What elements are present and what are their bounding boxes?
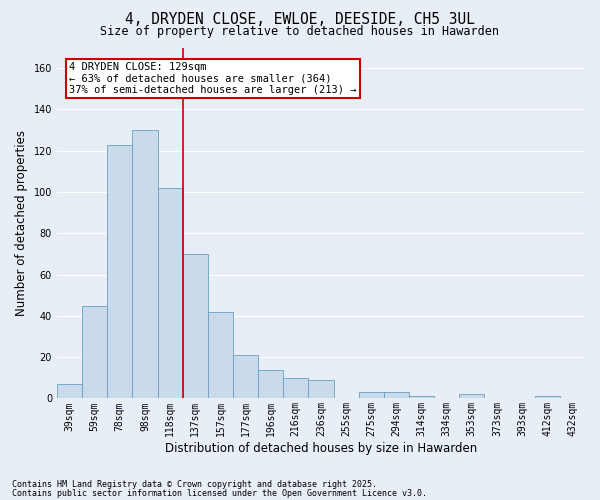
Text: Size of property relative to detached houses in Hawarden: Size of property relative to detached ho… [101,25,499,38]
Bar [57,384,82,398]
Bar [182,254,208,398]
Bar [133,130,158,398]
Bar [107,144,133,398]
Bar [82,306,107,398]
Bar [535,396,560,398]
Text: 4, DRYDEN CLOSE, EWLOE, DEESIDE, CH5 3UL: 4, DRYDEN CLOSE, EWLOE, DEESIDE, CH5 3UL [125,12,475,28]
Bar [283,378,308,398]
Y-axis label: Number of detached properties: Number of detached properties [15,130,28,316]
Bar [208,312,233,398]
Bar [459,394,484,398]
Text: Contains public sector information licensed under the Open Government Licence v3: Contains public sector information licen… [12,488,427,498]
Bar [308,380,334,398]
Bar [384,392,409,398]
Text: Contains HM Land Registry data © Crown copyright and database right 2025.: Contains HM Land Registry data © Crown c… [12,480,377,489]
X-axis label: Distribution of detached houses by size in Hawarden: Distribution of detached houses by size … [165,442,477,455]
Text: 4 DRYDEN CLOSE: 129sqm
← 63% of detached houses are smaller (364)
37% of semi-de: 4 DRYDEN CLOSE: 129sqm ← 63% of detached… [70,62,357,95]
Bar [233,355,258,399]
Bar [258,370,283,398]
Bar [158,188,182,398]
Bar [359,392,384,398]
Bar [409,396,434,398]
